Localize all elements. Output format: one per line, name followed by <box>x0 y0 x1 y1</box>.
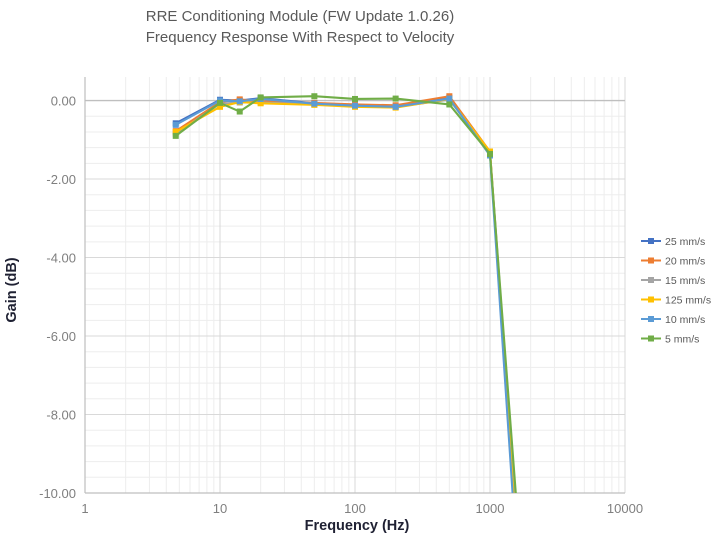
x-tick-label: 1000 <box>476 501 505 516</box>
y-tick-label: -10.00 <box>39 486 76 501</box>
legend-item-125-mm-s[interactable]: 125 mm/s <box>641 295 711 307</box>
legend-label: 125 mm/s <box>665 295 711 307</box>
y-axis-tick-labels: 0.00 -2.00 -4.00 -6.00 -8.00 -10.00 <box>39 94 76 501</box>
chart-subtitle: Frequency Response With Respect to Veloc… <box>145 29 455 46</box>
series-10-mm-s <box>172 95 514 493</box>
data-series-layer <box>172 93 517 493</box>
y-tick-label: 0.00 <box>51 94 76 109</box>
legend-item-20-mm-s[interactable]: 20 mm/s <box>641 256 705 268</box>
legend-item-10-mm-s[interactable]: 10 mm/s <box>641 314 705 326</box>
x-axis-tick-labels: 1 10 100 1000 10000 <box>81 501 643 516</box>
series-125-mm-s <box>172 95 515 493</box>
x-tick-label: 100 <box>344 501 366 516</box>
chart-title: RRE Conditioning Module (FW Update 1.0.2… <box>0 6 600 48</box>
series-15-mm-s <box>172 96 516 493</box>
y-tick-label: -8.00 <box>46 408 76 423</box>
x-tick-label: 10000 <box>607 501 643 516</box>
y-tick-label: -4.00 <box>46 251 76 266</box>
legend-label: 25 mm/s <box>665 236 705 248</box>
series-20-mm-s <box>172 93 516 493</box>
legend-label: 15 mm/s <box>665 275 705 287</box>
x-tick-label: 1 <box>81 501 88 516</box>
legend-item-25-mm-s[interactable]: 25 mm/s <box>641 236 705 248</box>
y-tick-label: -2.00 <box>46 172 76 187</box>
chart-title-line-1: RRE Conditioning Module (FW Update 1.0.2… <box>145 8 455 25</box>
legend-label: 20 mm/s <box>665 256 705 268</box>
series-25-mm-s <box>172 94 516 493</box>
legend-label: 5 mm/s <box>665 334 699 346</box>
x-axis-title: Frequency (Hz) <box>305 518 410 534</box>
series-5-mm-s <box>172 93 517 493</box>
chart-legend: 25 mm/s 20 mm/s 15 mm/s 125 mm/s 10 mm/s 5 mm… <box>641 236 711 346</box>
legend-label: 10 mm/s <box>665 314 705 326</box>
x-tick-label: 10 <box>213 501 227 516</box>
legend-item-15-mm-s[interactable]: 15 mm/s <box>641 275 705 287</box>
y-axis-title: Gain (dB) <box>4 257 20 322</box>
y-tick-label: -6.00 <box>46 329 76 344</box>
legend-item-5-mm-s[interactable]: 5 mm/s <box>641 334 699 346</box>
